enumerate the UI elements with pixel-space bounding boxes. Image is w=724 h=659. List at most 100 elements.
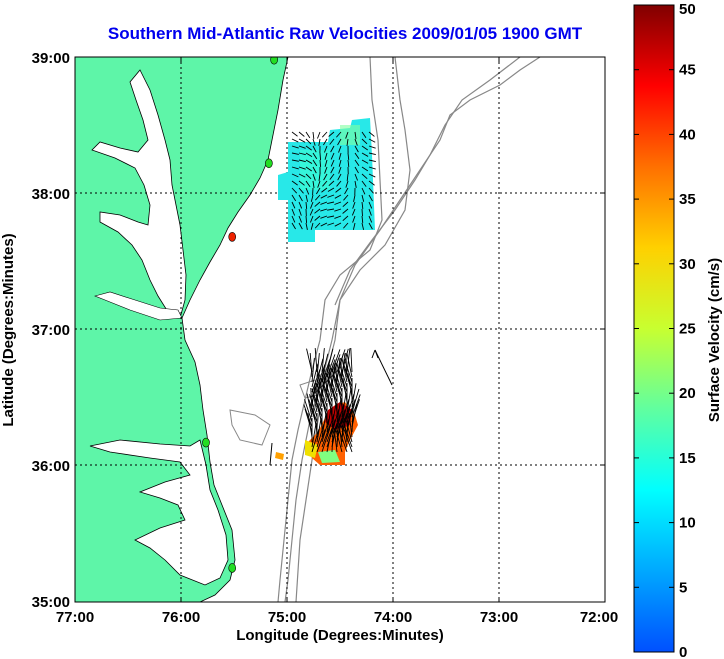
velocity-arrow <box>305 145 312 151</box>
velocity-arrow <box>361 166 369 172</box>
velocity-arrow <box>291 152 299 155</box>
velocity-arrow <box>361 138 368 145</box>
velocity-arrow <box>346 353 353 378</box>
velocity-arrow <box>354 131 357 139</box>
velocity-arrow <box>346 138 349 146</box>
velocity-arrow <box>346 388 352 413</box>
velocity-arrow <box>305 159 313 164</box>
velocity-arrow <box>368 215 373 223</box>
velocity-arrow <box>361 173 368 180</box>
velocity-arrow <box>305 173 312 180</box>
velocity-arrow <box>322 180 328 187</box>
velocity-arrow <box>305 201 308 210</box>
velocity-arrow <box>344 359 353 383</box>
velocity-arrow <box>305 194 308 202</box>
velocity-arrow <box>334 215 342 219</box>
velocity-arrow <box>324 152 328 160</box>
velocity-arrow <box>329 173 335 180</box>
velocity-arrow <box>326 408 332 433</box>
velocity-arrow <box>331 349 341 373</box>
velocity-arrow <box>311 428 320 453</box>
velocity-arrow <box>312 131 315 140</box>
colorbar-tick-label: 35 <box>679 191 696 208</box>
velocity-arrow <box>354 180 357 188</box>
velocity-arrow <box>305 152 313 157</box>
velocity-arrow <box>310 194 314 202</box>
velocity-arrow <box>320 208 328 212</box>
velocity-arrow <box>312 145 317 153</box>
velocity-arrow <box>334 194 342 199</box>
velocity-arrow <box>291 173 299 178</box>
velocity-arrow <box>312 180 315 188</box>
x-tick-label: 72:00 <box>580 609 618 626</box>
velocity-arrow <box>352 215 356 223</box>
velocity-arrow <box>361 180 367 187</box>
velocity-arrow <box>322 398 328 423</box>
y-tick-label: 37:00 <box>32 322 70 339</box>
velocity-arrow <box>298 166 306 170</box>
velocity-arrow <box>368 201 373 209</box>
velocity-arrow <box>354 152 360 160</box>
velocity-arrow <box>308 399 318 423</box>
velocity-arrow <box>326 354 336 378</box>
velocity-arrow <box>330 145 335 153</box>
velocity-arrow <box>336 363 343 388</box>
velocity-arrow <box>291 180 298 186</box>
velocity-arrow <box>368 166 376 170</box>
velocity-arrow <box>321 359 331 383</box>
pamlico-sound <box>89 439 229 586</box>
velocity-arrow <box>305 138 312 145</box>
velocity-arrow <box>298 194 303 202</box>
velocity-arrow <box>321 378 328 403</box>
velocity-arrow <box>341 393 347 418</box>
velocity-arrow <box>368 138 376 143</box>
velocity-arrow <box>305 166 312 172</box>
velocity-arrow <box>327 194 335 198</box>
velocity-arrow <box>314 201 321 207</box>
velocity-arrow <box>336 398 342 423</box>
radar-station-marker <box>270 57 278 65</box>
velocity-arrow <box>311 358 315 383</box>
velocity-arrow <box>316 358 324 383</box>
velocity-arrow <box>309 208 314 216</box>
velocity-arrow <box>327 393 333 418</box>
colorbar-tick-label: 50 <box>679 1 696 18</box>
velocity-arrow <box>368 194 373 202</box>
colorbar-tick-label: 10 <box>679 515 696 532</box>
velocity-arrow <box>305 187 310 195</box>
velocity-arrow <box>323 384 333 408</box>
velocity-arrow <box>309 353 313 378</box>
velocity-arrow <box>328 379 338 403</box>
velocity-arrow <box>298 187 304 194</box>
velocity-arrow <box>343 222 349 229</box>
velocity-arrow <box>354 145 359 153</box>
velocity-arrow <box>347 159 350 168</box>
velocity-arrow <box>291 145 299 149</box>
colorbar-tick-label: 30 <box>679 256 696 273</box>
velocity-arrow <box>291 131 298 137</box>
velocity-arrow <box>298 145 306 149</box>
velocity-arrow <box>307 413 313 438</box>
velocity-arrow <box>338 369 348 393</box>
map-plot <box>75 57 605 602</box>
velocity-arrow <box>361 201 364 210</box>
colorbar-tick-label: 5 <box>679 579 687 596</box>
velocity-arrow <box>298 201 303 209</box>
velocity-arrow <box>298 222 303 230</box>
colorbar-gradient <box>633 4 675 653</box>
velocity-arrow <box>337 173 342 181</box>
velocity-arrow <box>333 428 338 453</box>
velocity-arrow <box>327 187 335 192</box>
velocity-arrow <box>309 394 318 418</box>
frame-ticks <box>180 57 605 602</box>
velocity-arrow <box>361 215 364 224</box>
velocity-arrow <box>331 403 337 428</box>
velocity-arrow <box>316 353 320 378</box>
velocity-arrow <box>318 173 321 181</box>
velocity-arrow <box>304 399 313 423</box>
velocity-arrow <box>316 429 326 453</box>
velocity-arrow <box>338 145 342 153</box>
velocity-arrow <box>340 423 348 448</box>
x-axis-label: Longitude (Degrees:Minutes) <box>236 627 444 644</box>
